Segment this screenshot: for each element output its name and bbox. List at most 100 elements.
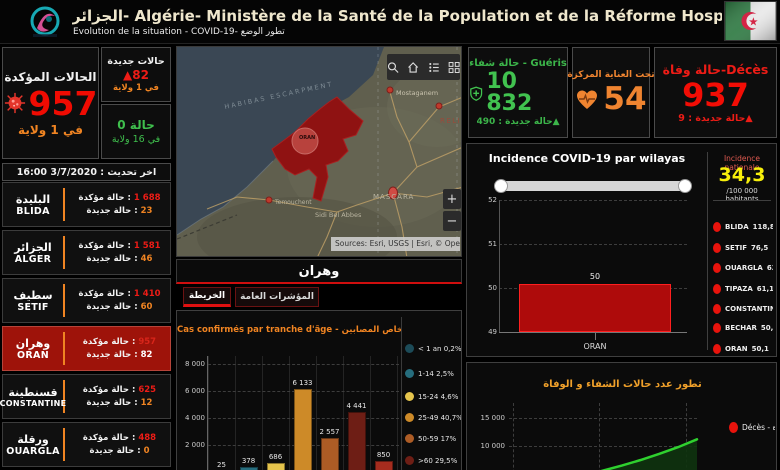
incidence-list-item: TIPAZA 61,1: [713, 284, 773, 294]
map-label-temouchent: Temouchent: [274, 199, 312, 206]
page-subtitle: Evolution de la situation - COVID-19- تط…: [73, 27, 285, 37]
age-bar-value: 686: [268, 452, 283, 461]
zero-cases-card: 0 حالة في 16 ولاية: [101, 104, 171, 159]
map-basemap-icon[interactable]: [448, 61, 460, 74]
evolution-line-chart: [600, 438, 699, 470]
age-ytick: 8 000: [184, 360, 205, 368]
recovered-value: 10 832: [486, 69, 533, 116]
age-legend-item: 50-59 17%: [405, 434, 461, 443]
incidence-range-slider[interactable]: [494, 179, 692, 193]
new-label: حالة جديدة :: [86, 350, 138, 360]
new-label: حالة جديدة :: [86, 254, 138, 264]
age-bar-value: 378: [241, 456, 256, 465]
recovered-area: [605, 439, 697, 470]
map-toolbar: [387, 54, 460, 80]
new-value: 46: [140, 254, 153, 264]
wilaya-row-ouargla[interactable]: ورقلة OUARGLA حالة مؤكدة :488 حالة جديدة …: [2, 422, 171, 467]
map-region-oran[interactable]: [271, 96, 364, 202]
wilaya-row-constantine[interactable]: قسنطينة CONSTANTINE حالة مؤكدة :625 حالة …: [0, 374, 171, 419]
tab-general-indicators[interactable]: المؤشرات العامة: [235, 287, 319, 307]
wilaya-row-alger[interactable]: الجزائر ALGER حالة مؤكدة :1 581 حالة جديد…: [2, 230, 171, 275]
incidence-wilaya-value: 63,1: [766, 264, 773, 272]
legend-label: < 1 an 0,2%: [418, 344, 461, 353]
confirmed-cases-label: الحالات المؤكدة: [4, 69, 97, 84]
confirmed-value: 1 688: [133, 193, 161, 203]
age-bar-15-24[interactable]: [266, 462, 285, 470]
incidence-dot: [713, 304, 721, 314]
map-label-mascara: MASCARA: [373, 193, 414, 201]
age-bar-other[interactable]: [374, 460, 393, 470]
wilaya-name-fr: BLIDA: [16, 205, 50, 217]
deaths-value: 937: [682, 75, 749, 114]
map-zoom-in-button[interactable]: +: [443, 189, 461, 209]
legend-label: >60 29,5%: [418, 456, 458, 465]
age-bar-gt60[interactable]: [347, 412, 366, 470]
map-caption-bar: وهران: [176, 259, 462, 284]
map-sea: [177, 47, 384, 235]
incidence-title: Incidence COVID-19 par wilayas: [488, 152, 686, 165]
legend-label: 15-24 4,6%: [418, 392, 459, 401]
inc-ytick: 49: [488, 328, 497, 336]
icu-value: 54: [603, 81, 647, 117]
map-canvas[interactable]: ORAN HABIBAS ESCARPMENT Mostaganem RELIZ…: [177, 47, 462, 257]
incidence-wilaya-name: CONSTANTINE: [725, 305, 773, 313]
wilaya-row-blida[interactable]: البليدة BLIDA حالة مؤكدة :1 688 حالة جديد…: [2, 182, 171, 227]
map-search-icon[interactable]: [387, 61, 399, 74]
slider-handle-right[interactable]: [678, 179, 692, 193]
map-marker-oran[interactable]: [291, 127, 319, 155]
legend-dot: [405, 434, 414, 443]
confirmed-label: حالة مؤكدة :: [82, 385, 136, 395]
wilaya-name-fr: OUARGLA: [6, 445, 60, 457]
incidence-bar-oran[interactable]: [519, 284, 671, 332]
map-container[interactable]: ORAN HABIBAS ESCARPMENT Mostaganem RELIZ…: [176, 46, 462, 257]
slider-handle-left[interactable]: [494, 179, 508, 193]
map-label-sidi-bel-abbes: Sidi Bel Abbes: [315, 211, 362, 219]
age-bar-value: 6 133: [292, 379, 313, 388]
confirmed-label: حالة مؤكدة :: [78, 241, 131, 251]
age-chart-plot: 25 378 686 6 133 2 557 4 441 850: [207, 356, 399, 470]
deaths-card: حالة وفاة-Décès 937 حالة جديدة : 9▲: [654, 47, 777, 138]
legend-label: 50-59 17%: [418, 434, 457, 443]
map-home-icon[interactable]: [407, 61, 419, 74]
recovered-new-line: حالة جديدة : 490▲: [476, 117, 560, 127]
age-bar-value: 2 557: [319, 427, 340, 436]
wilaya-row-setif[interactable]: سطيف SETIF حالة مؤكدة :1 410 حالة جديدة :…: [2, 278, 171, 323]
map-zoom-out-button[interactable]: −: [443, 211, 461, 231]
age-legend-item: 25-49 40,7%: [405, 413, 461, 422]
legend-dot: [405, 369, 414, 378]
last-update-bar: اخر تحديث : 3/7/2020 16:00: [2, 163, 171, 181]
map-legend-icon[interactable]: [428, 61, 440, 74]
incidence-wilaya-name: BECHAR: [725, 324, 757, 332]
confirmed-value: 1 410: [133, 289, 161, 299]
age-legend-item: 1-14 2,5%: [405, 369, 461, 378]
selected-wilaya-caption: وهران: [298, 263, 340, 279]
tab-map[interactable]: الخريطة: [183, 287, 231, 307]
age-ytick: 4 000: [184, 414, 205, 422]
incidence-dot: [713, 323, 721, 333]
age-bar-25-49[interactable]: [293, 389, 312, 470]
incidence-x-label: ORAN: [583, 342, 607, 351]
wilaya-name-fr: ALGER: [14, 253, 52, 265]
inc-ytick: 50: [488, 284, 497, 292]
age-bar-50-59[interactable]: [320, 437, 339, 470]
age-bar-value: 4 441: [346, 402, 367, 410]
inc-ytick: 51: [488, 240, 497, 248]
map-attribution: Sources: Esri, USGS | Esri, © OpenStr...: [331, 237, 460, 251]
map-label-oran: ORAN: [299, 135, 315, 141]
heart-pulse-icon: [577, 90, 598, 109]
zero-cases-value: 0 حالة: [117, 118, 155, 132]
wilaya-name-fr: CONSTANTINE: [0, 398, 67, 408]
evolution-legend-item: Décès - الوفاة: [729, 422, 775, 433]
age-bar-1-14[interactable]: [239, 466, 258, 470]
wilaya-name-ar: ورقلة: [17, 432, 49, 446]
new-value: 60: [140, 302, 153, 312]
confirmed-cases-value: 957: [28, 83, 98, 123]
new-cases-value: ▲82: [123, 68, 149, 82]
map-marker-temouchent: [265, 196, 273, 204]
recovered-title: حالة شفاء - Guéris: [469, 58, 567, 69]
map-marker-mostaganem: [386, 86, 394, 94]
new-label: حالة جديدة :: [86, 302, 138, 312]
wilaya-row-oran-selected[interactable]: وهران ORAN حالة مؤكدة :957 حالة جديدة :82: [2, 326, 171, 371]
